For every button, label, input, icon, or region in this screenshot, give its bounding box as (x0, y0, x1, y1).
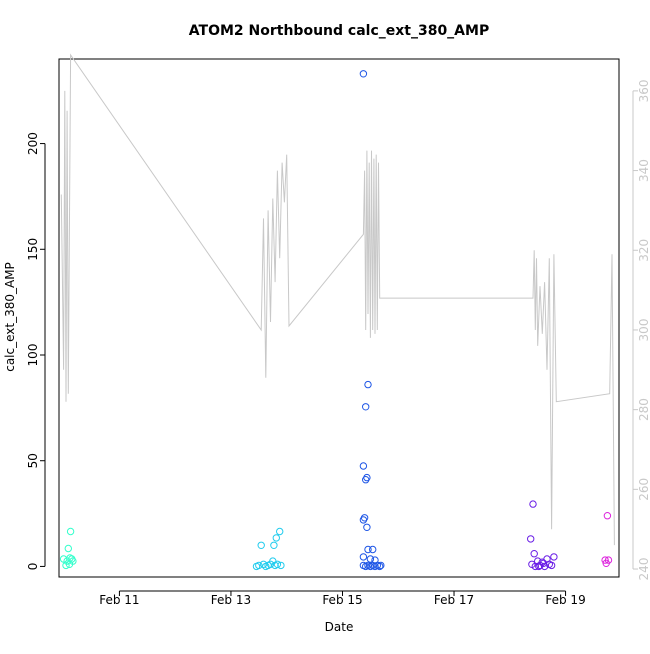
secondary-line-layer (60, 53, 615, 546)
data-point (359, 553, 368, 561)
data-point (539, 559, 548, 567)
data-point (277, 561, 285, 570)
data-point (601, 556, 609, 564)
y-tick-label: 50 (26, 453, 40, 468)
data-point (362, 403, 370, 411)
data-point (366, 555, 375, 563)
data-point (530, 550, 538, 558)
data-point (273, 560, 282, 568)
y2-tick-label: 320 (637, 239, 650, 262)
y2-tick-label: 360 (637, 79, 650, 102)
y2-tick-label: 280 (637, 398, 650, 421)
data-point (527, 535, 535, 543)
plot-frame (58, 58, 620, 578)
chart-title: ATOM2 Northbound calc_ext_380_AMP (189, 23, 489, 39)
y-tick-label: 0 (26, 563, 40, 571)
x-tick-label: Feb 13 (211, 593, 251, 607)
y-axis-label: calc_ext_380_AMP (3, 262, 17, 372)
data-point (64, 544, 73, 553)
data-point (364, 380, 372, 389)
data-point (272, 534, 280, 542)
y2-tick-label: 260 (637, 478, 650, 501)
data-point (259, 560, 268, 568)
data-point (363, 523, 371, 531)
data-point (376, 562, 384, 571)
y2-tick-label: 300 (637, 319, 650, 342)
x-tick-label: Feb 17 (434, 593, 474, 607)
x-tick-label: Feb 11 (99, 593, 139, 607)
data-point (529, 500, 537, 508)
y-tick-label: 200 (26, 132, 40, 155)
y2-tick-label: 240 (637, 558, 650, 581)
data-point (362, 476, 370, 484)
data-point (550, 553, 558, 561)
data-point (603, 512, 612, 520)
data-point (377, 561, 385, 570)
data-point (364, 545, 372, 554)
secondary-series-line (60, 53, 615, 546)
data-point (369, 545, 377, 554)
y-tick-label: 150 (26, 238, 40, 261)
x-axis-label: Date (325, 620, 354, 634)
data-point (359, 516, 368, 524)
data-point (255, 561, 263, 570)
data-point (270, 541, 278, 549)
y2-tick-label: 340 (637, 159, 650, 182)
data-point (66, 554, 74, 562)
points-layer (59, 70, 613, 571)
x-tick-label: Feb 19 (545, 593, 585, 607)
data-point (257, 541, 265, 549)
data-point (276, 527, 284, 536)
data-point (359, 462, 368, 470)
data-point (604, 556, 613, 564)
data-point (547, 561, 556, 570)
data-point (359, 70, 368, 78)
x-tick-label: Feb 15 (322, 593, 362, 607)
y-tick-label: 100 (26, 344, 40, 367)
data-point (66, 527, 75, 536)
axes-layer: 0 50 100 150 200 240 260 280 300 320 340 360 Feb 11 F… (26, 79, 650, 607)
data-point (540, 562, 549, 571)
data-point (62, 561, 70, 570)
